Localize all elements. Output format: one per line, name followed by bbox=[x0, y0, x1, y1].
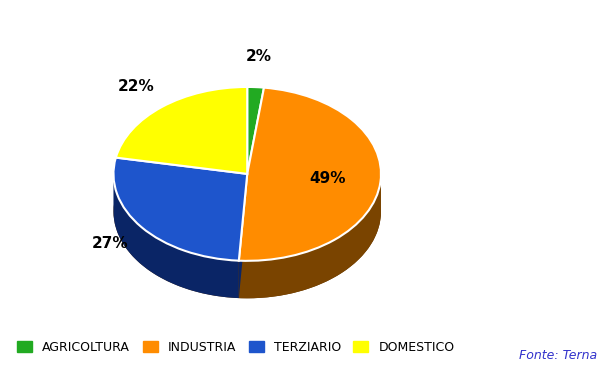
Wedge shape bbox=[239, 87, 381, 261]
Polygon shape bbox=[239, 174, 247, 298]
Wedge shape bbox=[116, 87, 247, 174]
Text: 2%: 2% bbox=[245, 49, 271, 64]
Text: 49%: 49% bbox=[309, 171, 346, 186]
Wedge shape bbox=[247, 87, 264, 174]
Polygon shape bbox=[113, 174, 239, 298]
Wedge shape bbox=[113, 158, 247, 261]
Ellipse shape bbox=[113, 124, 381, 298]
Text: 27%: 27% bbox=[92, 236, 128, 251]
Legend: AGRICOLTURA, INDUSTRIA, TERZIARIO, DOMESTICO: AGRICOLTURA, INDUSTRIA, TERZIARIO, DOMES… bbox=[12, 336, 459, 359]
Text: Fonte: Terna: Fonte: Terna bbox=[519, 349, 597, 362]
Polygon shape bbox=[239, 174, 381, 298]
Text: 22%: 22% bbox=[118, 79, 155, 94]
Polygon shape bbox=[239, 174, 247, 298]
